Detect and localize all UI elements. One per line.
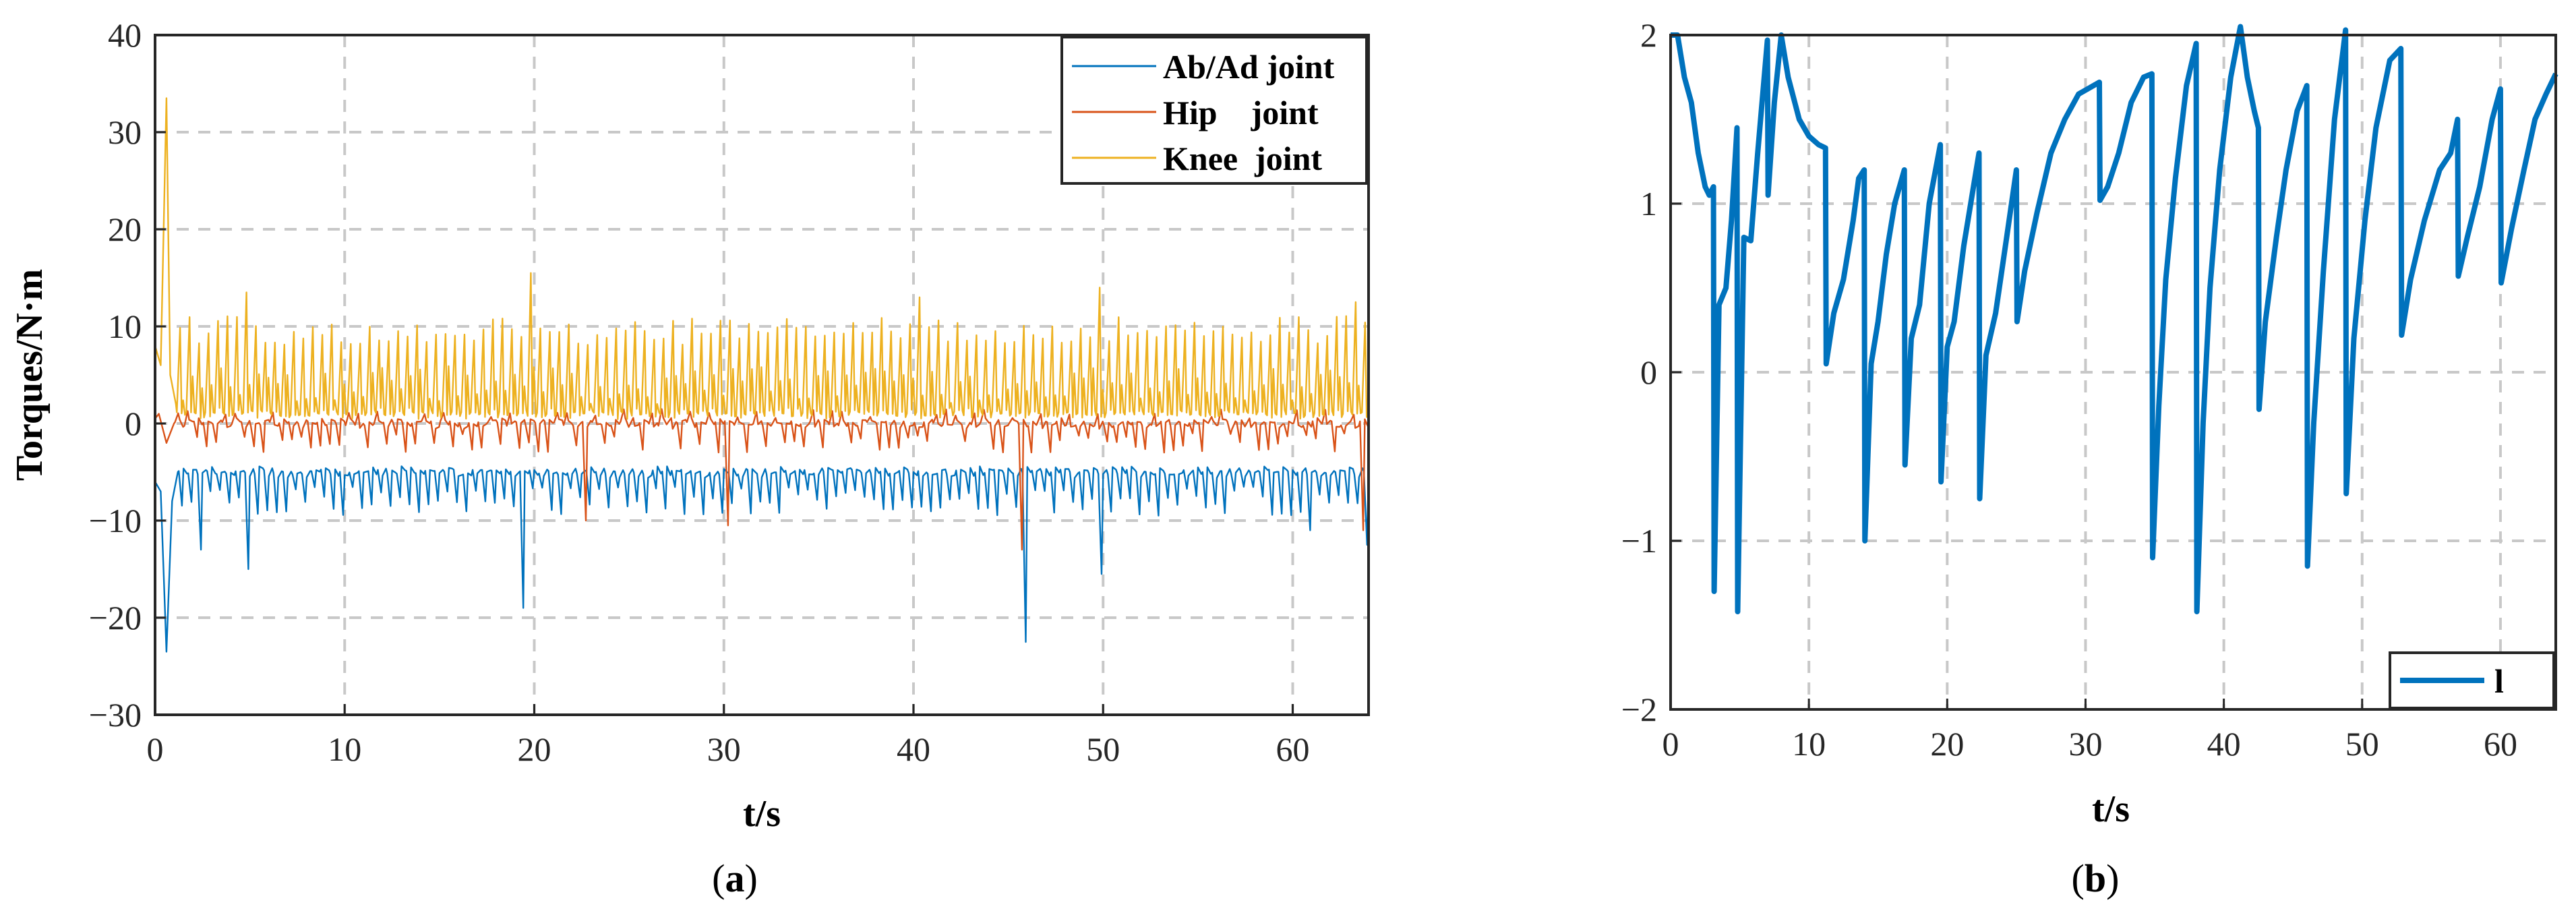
length-chart-x-axis-label: t/s	[2092, 788, 2130, 830]
x-tick-label: 60	[2484, 725, 2517, 763]
legend-abad-label: Ab/Ad joint	[1163, 48, 1335, 86]
x-tick-label: 30	[2068, 725, 2102, 763]
length-chart-legend: l	[2389, 651, 2555, 709]
torque-chart-legend: Ab/Ad joint Hip joint Knee joint	[1060, 36, 1368, 185]
x-tick-label: 20	[1930, 725, 1964, 763]
x-tick-label: 50	[1086, 730, 1120, 768]
series-line-knee	[154, 97, 1370, 420]
caption-b: (b)	[2072, 856, 2120, 900]
caption-a-letter: a	[725, 856, 745, 900]
length-chart-ticks: 0 10 20 30 40 50 60 −2 −1 0 1 2	[1621, 16, 2517, 763]
series-line-l	[1671, 24, 2558, 614]
length-chart-panel: 0 10 20 30 40 50 60 −2 −1 0 1 2 t/s l (b)	[1621, 16, 2558, 900]
x-tick-label: 10	[1792, 725, 1826, 763]
x-tick-label: 20	[518, 730, 551, 768]
y-tick-label: 40	[108, 16, 142, 54]
caption-b-letter: b	[2085, 856, 2106, 900]
torque-chart-frame	[154, 34, 1370, 716]
x-tick-label: 0	[1663, 725, 1679, 763]
torque-chart-panel: 0 10 20 30 40 50 60 −30 −20 −10 0 10 20 30 40 t/s Torq…	[9, 16, 1370, 900]
y-tick-label: 10	[108, 307, 142, 345]
torque-legend-box	[1060, 36, 1368, 185]
y-tick-label: 0	[1640, 353, 1657, 391]
x-tick-label: 40	[897, 730, 930, 768]
x-tick-label: 50	[2345, 725, 2379, 763]
y-tick-label: −10	[89, 502, 142, 539]
torque-chart-series	[154, 97, 1370, 653]
length-chart-series	[1671, 24, 2558, 614]
x-tick-label: 30	[707, 730, 741, 768]
y-tick-label: −30	[89, 696, 142, 734]
y-tick-label: −20	[89, 599, 142, 637]
series-line-abad	[154, 465, 1370, 653]
y-tick-label: −1	[1621, 522, 1657, 560]
y-tick-label: 30	[108, 113, 142, 151]
torque-chart-y-axis-label: Torques/N·m	[9, 269, 51, 481]
y-tick-label: −2	[1621, 691, 1657, 728]
x-tick-label: 0	[147, 730, 164, 768]
x-tick-label: 40	[2207, 725, 2241, 763]
legend-knee-label: Knee joint	[1163, 140, 1322, 177]
caption-a: (a)	[712, 856, 758, 900]
y-tick-label: 20	[108, 210, 142, 248]
y-tick-label: 1	[1640, 185, 1657, 223]
y-tick-label: 0	[125, 405, 142, 442]
x-tick-label: 60	[1276, 730, 1310, 768]
legend-hip-label: Hip joint	[1163, 94, 1319, 131]
x-tick-label: 10	[328, 730, 361, 768]
torque-chart-ticks: 0 10 20 30 40 50 60 −30 −20 −10 0 10 20 30 40	[89, 16, 1310, 768]
legend-l-label: l	[2494, 662, 2504, 700]
y-tick-label: 2	[1640, 16, 1657, 54]
torque-chart-x-axis-label: t/s	[743, 793, 781, 835]
length-chart-grid	[1671, 35, 2556, 709]
series-line-hip	[154, 408, 1369, 551]
